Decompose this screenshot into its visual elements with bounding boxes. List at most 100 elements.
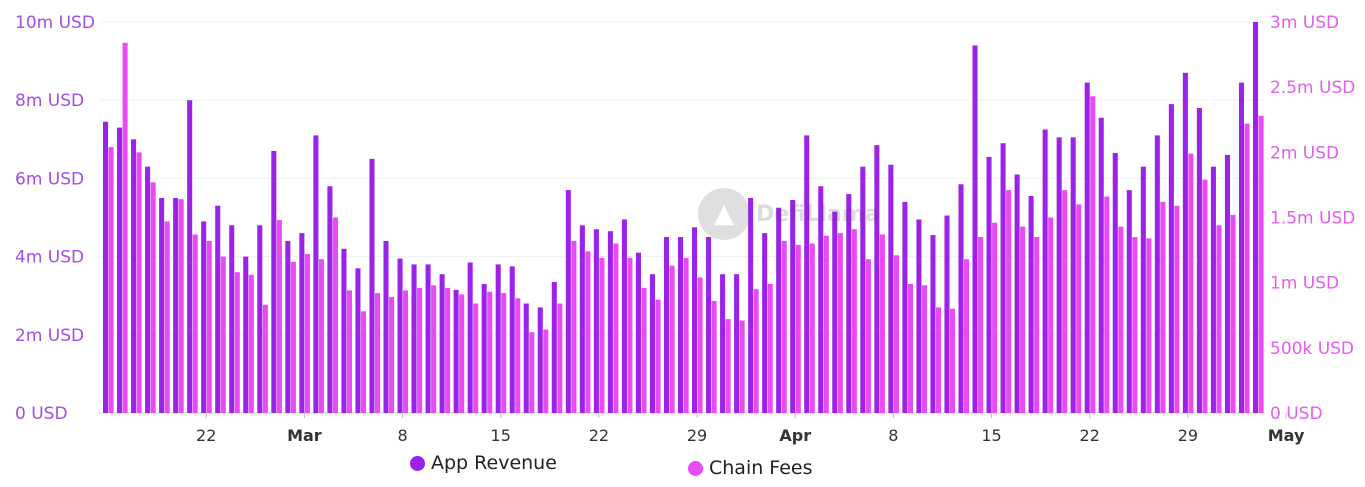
watermark: ▲ DefiLlama xyxy=(698,188,880,240)
bar-chain-fees xyxy=(459,294,465,413)
bar-chain-fees xyxy=(501,293,507,413)
x-tick-label: 8 xyxy=(397,426,407,445)
y-right-tick-label: 1.5m USD xyxy=(1270,209,1355,229)
bar-chain-fees xyxy=(1076,204,1082,413)
bar-chain-fees xyxy=(978,237,984,413)
bar-app-revenue xyxy=(117,127,123,413)
legend-chain-fees[interactable]: Chain Fees xyxy=(688,457,812,479)
bar-app-revenue xyxy=(369,158,375,413)
bar-app-revenue xyxy=(467,262,473,413)
bar-chain-fees xyxy=(613,243,619,413)
bar-chain-fees xyxy=(992,222,998,413)
bar-app-revenue xyxy=(635,252,641,413)
bar-chain-fees xyxy=(1216,225,1222,413)
bar-app-revenue xyxy=(790,199,796,413)
y-left-tick-label: 6m USD xyxy=(15,169,84,189)
bar-chain-fees xyxy=(262,304,268,413)
bar-chain-fees xyxy=(206,240,212,413)
bar-app-revenue xyxy=(1182,72,1188,413)
bar-chain-fees xyxy=(683,257,689,413)
x-tick-label: 29 xyxy=(1178,426,1198,445)
bar-chain-fees xyxy=(879,234,885,413)
bar-app-revenue xyxy=(1168,104,1174,414)
bar-chain-fees xyxy=(375,293,381,413)
bar-app-revenue xyxy=(1014,174,1020,413)
bar-chain-fees xyxy=(248,274,254,413)
bar-app-revenue xyxy=(341,248,347,413)
bar-chain-fees xyxy=(389,297,395,413)
bar-app-revenue xyxy=(1196,108,1202,414)
y-right-tick-label: 3m USD xyxy=(1270,13,1339,33)
bar-chain-fees xyxy=(318,259,324,413)
watermark-text: DefiLlama xyxy=(756,201,880,227)
bar-app-revenue xyxy=(1070,137,1076,413)
bar-chain-fees xyxy=(655,299,661,413)
y-left-tick-label: 2m USD xyxy=(15,326,84,346)
bar-app-revenue xyxy=(930,235,936,413)
bar-app-revenue xyxy=(1224,154,1230,413)
bar-app-revenue xyxy=(986,156,992,413)
bar-app-revenue xyxy=(748,197,754,413)
bar-app-revenue xyxy=(509,266,515,413)
x-tick-label: Apr xyxy=(779,426,811,445)
bar-app-revenue xyxy=(734,274,740,413)
bar-chain-fees xyxy=(417,287,423,413)
bar-chain-fees xyxy=(669,265,675,413)
bar-app-revenue xyxy=(439,274,445,413)
bar-chain-fees xyxy=(108,147,114,413)
bar-app-revenue xyxy=(299,233,305,413)
bar-app-revenue xyxy=(1252,22,1259,413)
bar-app-revenue xyxy=(1238,82,1245,413)
bar-chain-fees xyxy=(753,289,759,413)
bar-chain-fees xyxy=(276,220,282,413)
bar-app-revenue xyxy=(145,166,151,413)
bar-app-revenue xyxy=(579,225,585,413)
bar-chain-fees xyxy=(304,253,310,413)
bar-app-revenue xyxy=(565,190,571,413)
bar-chain-fees xyxy=(571,240,577,413)
legend-app-revenue[interactable]: App Revenue xyxy=(410,452,557,474)
bar-chain-fees xyxy=(964,259,970,413)
bar-app-revenue xyxy=(159,197,165,413)
bar-app-revenue xyxy=(481,283,487,413)
bar-chain-fees xyxy=(1006,190,1012,413)
bar-app-revenue xyxy=(860,166,866,413)
y-right-tick-label: 2.5m USD xyxy=(1270,78,1355,98)
bar-chain-fees xyxy=(290,261,296,413)
bar-app-revenue xyxy=(257,225,263,413)
bar-app-revenue xyxy=(285,240,291,413)
bar-app-revenue xyxy=(720,274,726,413)
bar-chain-fees xyxy=(403,290,409,413)
bar-app-revenue xyxy=(187,100,193,413)
bar-app-revenue xyxy=(1056,137,1062,413)
bar-app-revenue xyxy=(1154,135,1160,413)
legend-label-app-revenue: App Revenue xyxy=(431,452,557,474)
bar-chain-fees xyxy=(473,303,479,413)
bar-chain-fees xyxy=(557,303,563,413)
bar-chain-fees xyxy=(781,240,787,413)
bar-app-revenue xyxy=(537,307,543,413)
x-tick-label: 15 xyxy=(491,426,511,445)
bar-chain-fees xyxy=(122,42,128,413)
bar-app-revenue xyxy=(818,186,824,413)
x-tick-label: 22 xyxy=(196,426,216,445)
bar-app-revenue xyxy=(1140,166,1146,413)
bar-chain-fees xyxy=(136,152,142,414)
bar-app-revenue xyxy=(229,225,235,413)
x-tick-label: 15 xyxy=(981,426,1001,445)
chart-axes: 0 USD 2m USD 4m USD 6m USD 8m USD 10m USD 0 US… xyxy=(15,13,1355,445)
bar-app-revenue xyxy=(453,289,459,413)
bar-chain-fees xyxy=(150,182,156,413)
bar-chain-fees xyxy=(641,287,647,413)
bar-chain-fees xyxy=(1202,179,1208,413)
x-tick-label: 22 xyxy=(1080,426,1100,445)
bar-app-revenue xyxy=(916,219,922,413)
bar-chain-fees xyxy=(1090,96,1096,413)
bar-app-revenue xyxy=(131,139,137,414)
bar-app-revenue xyxy=(243,256,249,413)
bar-chain-fees xyxy=(1188,153,1194,414)
bar-app-revenue xyxy=(201,221,207,413)
bar-chain-fees xyxy=(809,243,815,413)
chart-bars xyxy=(103,22,1264,414)
bar-app-revenue xyxy=(313,135,319,413)
